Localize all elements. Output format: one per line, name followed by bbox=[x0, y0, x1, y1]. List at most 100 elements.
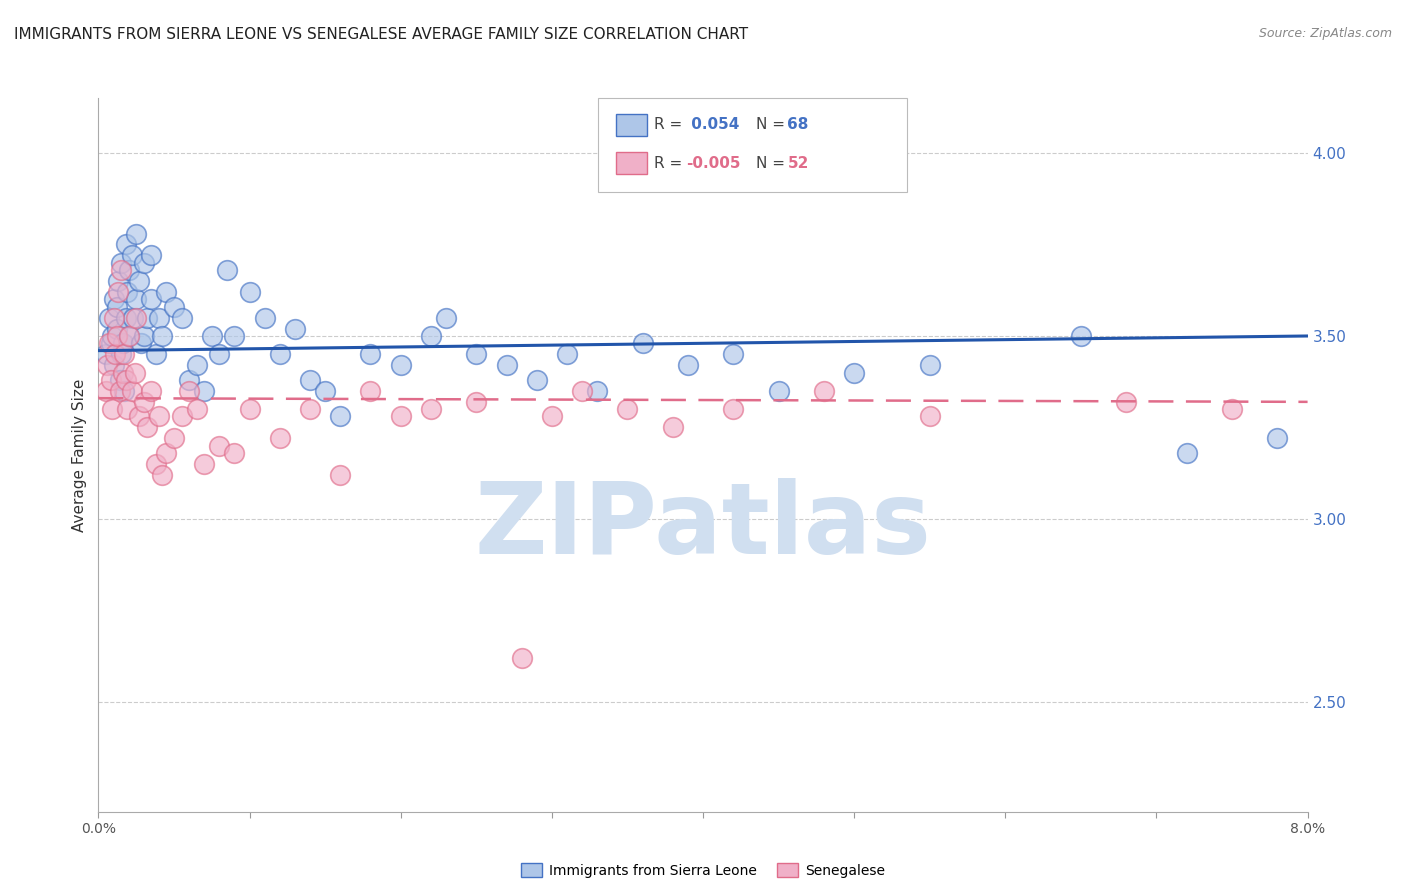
Point bbox=[186, 402, 208, 417]
Point bbox=[299, 402, 322, 417]
Point bbox=[145, 347, 167, 361]
Point bbox=[163, 300, 186, 314]
Point bbox=[118, 263, 141, 277]
Point bbox=[918, 409, 941, 424]
Point bbox=[1267, 432, 1289, 446]
Point bbox=[526, 373, 548, 387]
Point bbox=[179, 373, 201, 387]
Point bbox=[1175, 446, 1198, 460]
Point bbox=[676, 358, 699, 372]
Point bbox=[129, 336, 152, 351]
Point bbox=[918, 358, 941, 372]
Text: 0.054: 0.054 bbox=[686, 118, 740, 132]
Point bbox=[105, 300, 128, 314]
Point bbox=[193, 457, 215, 471]
Point bbox=[104, 347, 127, 361]
Point bbox=[420, 402, 443, 417]
Point bbox=[141, 384, 163, 398]
Point bbox=[434, 310, 457, 325]
Point bbox=[135, 310, 157, 325]
Point bbox=[96, 358, 118, 372]
Point bbox=[269, 347, 291, 361]
Point bbox=[132, 256, 155, 270]
Point bbox=[105, 329, 128, 343]
Point bbox=[103, 293, 125, 307]
Text: IMMIGRANTS FROM SIERRA LEONE VS SENEGALESE AVERAGE FAMILY SIZE CORRELATION CHART: IMMIGRANTS FROM SIERRA LEONE VS SENEGALE… bbox=[14, 27, 748, 42]
Point bbox=[224, 446, 246, 460]
Point bbox=[329, 468, 352, 483]
Point bbox=[420, 329, 443, 343]
Point bbox=[555, 347, 578, 361]
Point bbox=[150, 468, 173, 483]
Point bbox=[121, 248, 143, 262]
Text: R =: R = bbox=[654, 156, 688, 170]
Point bbox=[125, 293, 148, 307]
Point bbox=[360, 347, 382, 361]
Point bbox=[110, 347, 132, 361]
Text: R =: R = bbox=[654, 118, 688, 132]
Point bbox=[128, 274, 150, 288]
Point bbox=[269, 432, 291, 446]
Point bbox=[114, 237, 136, 252]
Point bbox=[179, 384, 201, 398]
Point bbox=[148, 310, 170, 325]
Point bbox=[110, 256, 132, 270]
Point bbox=[150, 329, 173, 343]
Point bbox=[110, 263, 132, 277]
Point bbox=[360, 384, 382, 398]
Text: N =: N = bbox=[756, 156, 790, 170]
Point bbox=[103, 310, 125, 325]
Point bbox=[616, 402, 638, 417]
Text: Source: ZipAtlas.com: Source: ZipAtlas.com bbox=[1258, 27, 1392, 40]
Point bbox=[101, 402, 124, 417]
Text: -0.005: -0.005 bbox=[686, 156, 741, 170]
Point bbox=[128, 409, 150, 424]
Point bbox=[108, 373, 131, 387]
Point bbox=[541, 409, 564, 424]
Point bbox=[98, 310, 121, 325]
Point bbox=[111, 366, 134, 380]
Point bbox=[299, 373, 322, 387]
Point bbox=[135, 420, 157, 434]
Point bbox=[108, 384, 131, 398]
Point bbox=[132, 395, 155, 409]
Point bbox=[163, 432, 186, 446]
Point bbox=[103, 358, 125, 372]
Point bbox=[155, 285, 177, 299]
Text: 68: 68 bbox=[787, 118, 808, 132]
Point bbox=[145, 457, 167, 471]
Point bbox=[314, 384, 336, 398]
Point bbox=[114, 373, 136, 387]
Point bbox=[1070, 329, 1092, 343]
Point bbox=[1115, 395, 1137, 409]
Point bbox=[571, 384, 593, 398]
Point bbox=[844, 366, 866, 380]
Point bbox=[215, 263, 238, 277]
Point bbox=[284, 321, 307, 335]
Point bbox=[389, 358, 412, 372]
Point bbox=[465, 347, 488, 361]
Point bbox=[121, 384, 143, 398]
Text: N =: N = bbox=[756, 118, 790, 132]
Point bbox=[94, 347, 117, 361]
Point bbox=[118, 329, 141, 343]
Point bbox=[723, 347, 745, 361]
Point bbox=[107, 285, 129, 299]
Point bbox=[100, 336, 122, 351]
Point bbox=[224, 329, 246, 343]
Point bbox=[148, 409, 170, 424]
Point bbox=[201, 329, 224, 343]
Point bbox=[114, 310, 136, 325]
Point bbox=[112, 347, 135, 361]
Point bbox=[124, 366, 146, 380]
Point bbox=[141, 293, 163, 307]
Point bbox=[141, 248, 163, 262]
Text: ZIPatlas: ZIPatlas bbox=[475, 478, 931, 574]
Point bbox=[495, 358, 517, 372]
Point bbox=[115, 285, 138, 299]
Point bbox=[768, 384, 790, 398]
Point bbox=[125, 227, 148, 241]
Point bbox=[118, 329, 141, 343]
Point bbox=[170, 409, 193, 424]
Legend: Immigrants from Sierra Leone, Senegalese: Immigrants from Sierra Leone, Senegalese bbox=[516, 857, 890, 883]
